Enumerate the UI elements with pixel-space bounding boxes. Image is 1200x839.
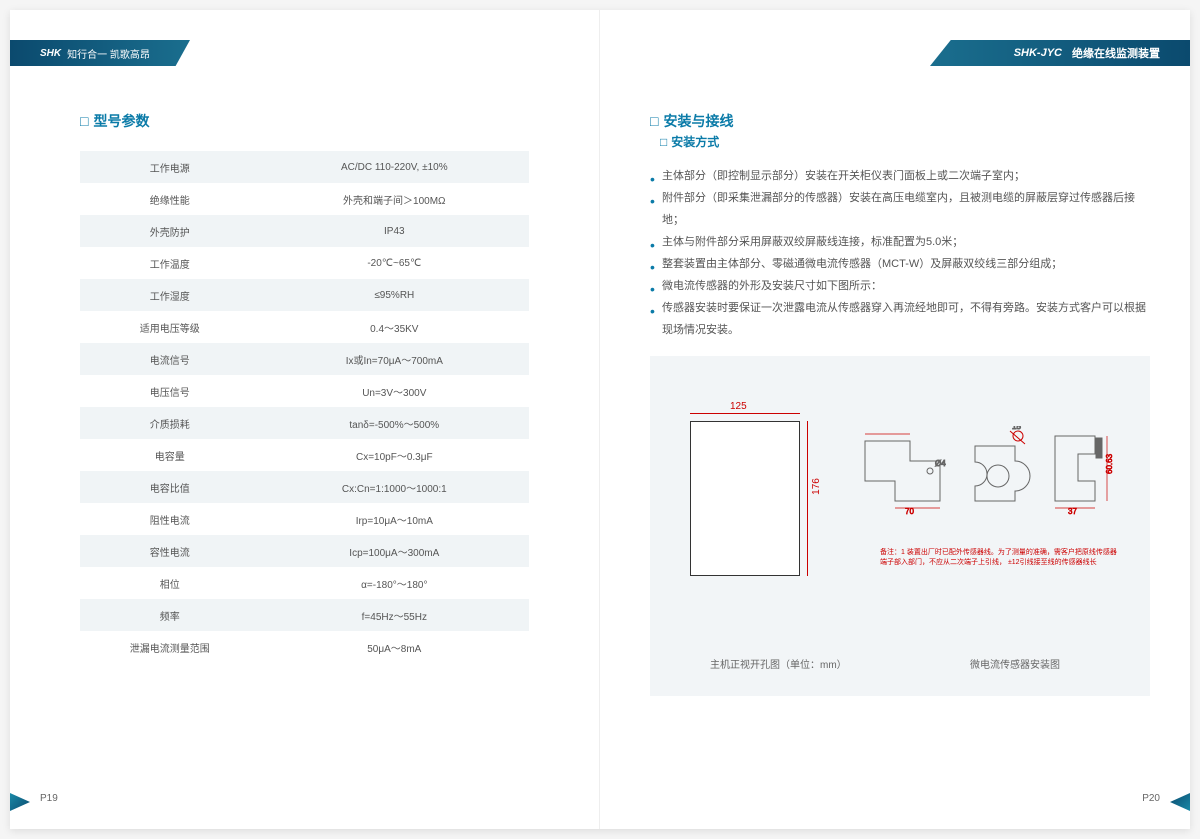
spec-value: Un=3V～300V bbox=[260, 375, 529, 407]
spec-row: 适用电压等级0.4～35KV bbox=[80, 311, 529, 343]
spec-table: 工作电源AC/DC 110-220V, ±10%绝缘性能外壳和端子间＞100MΩ… bbox=[80, 151, 529, 663]
sensor-diagram: Ø4 37 70 15 bbox=[860, 426, 1120, 536]
document-spread: SHK 知行合一 凯歌高昂 型号参数 工作电源AC/DC 110-220V, ±… bbox=[10, 10, 1190, 829]
footer-accent-icon bbox=[1170, 793, 1190, 811]
spec-label: 容性电流 bbox=[80, 535, 260, 567]
dim-height-label: 176 bbox=[811, 478, 822, 495]
spec-row: 阻性电流Irp=10μA～10mA bbox=[80, 503, 529, 535]
spec-row: 电流信号Ix或In=70μA～700mA bbox=[80, 343, 529, 375]
header-right: SHK-JYC 绝缘在线监测装置 bbox=[600, 40, 1190, 66]
spec-label: 电流信号 bbox=[80, 343, 260, 375]
spec-value: 外壳和端子间＞100MΩ bbox=[260, 183, 529, 215]
caption-host: 主机正视开孔图（单位：mm） bbox=[710, 656, 847, 671]
page-number-right: P20 bbox=[1142, 793, 1160, 804]
install-bullet: 传感器安装时要保证一次泄露电流从传感器穿入再流经地即可，不得有旁路。安装方式客户… bbox=[650, 297, 1150, 341]
spec-label: 频率 bbox=[80, 599, 260, 631]
spec-label: 适用电压等级 bbox=[80, 311, 260, 343]
spec-row: 工作湿度≤95%RH bbox=[80, 279, 529, 311]
sub-title-text: 安装方式 bbox=[671, 133, 719, 150]
spec-label: 泄漏电流测量范围 bbox=[80, 631, 260, 663]
page-right: SHK-JYC 绝缘在线监测装置 安装与接线 安装方式 主体部分（即控制显示部分… bbox=[600, 10, 1190, 829]
spec-row: 工作电源AC/DC 110-220V, ±10% bbox=[80, 151, 529, 183]
spec-value: tanδ=-500%～500% bbox=[260, 407, 529, 439]
spec-row: 电压信号Un=3V～300V bbox=[80, 375, 529, 407]
sub-title-method: 安装方式 bbox=[660, 133, 1190, 150]
footer-accent-icon bbox=[10, 793, 30, 811]
sensor-svg: Ø4 37 70 15 bbox=[860, 426, 1120, 536]
diagram-area: 125 176 Ø4 37 bbox=[650, 356, 1150, 696]
section-title-text: 型号参数 bbox=[93, 111, 149, 131]
spec-value: f=45Hz～55Hz bbox=[260, 599, 529, 631]
header-left: SHK 知行合一 凯歌高昂 bbox=[10, 40, 599, 66]
spec-value: 0.4～35KV bbox=[260, 311, 529, 343]
spec-value: -20℃~65℃ bbox=[260, 247, 529, 279]
spec-label: 工作温度 bbox=[80, 247, 260, 279]
dim-w2: 37 bbox=[1068, 507, 1077, 516]
spec-row: 工作温度-20℃~65℃ bbox=[80, 247, 529, 279]
host-cutout-diagram: 125 176 bbox=[690, 421, 800, 576]
spec-value: 50μA～8mA bbox=[260, 631, 529, 663]
dim-width-label: 125 bbox=[730, 401, 747, 412]
spec-value: α=-180°～180° bbox=[260, 567, 529, 599]
spec-label: 电容比值 bbox=[80, 471, 260, 503]
page-left: SHK 知行合一 凯歌高昂 型号参数 工作电源AC/DC 110-220V, ±… bbox=[10, 10, 600, 829]
spec-value: Ix或In=70μA～700mA bbox=[260, 343, 529, 375]
model-code: SHK-JYC bbox=[1014, 47, 1062, 59]
spec-row: 绝缘性能外壳和端子间＞100MΩ bbox=[80, 183, 529, 215]
spec-value: Irp=10μA～10mA bbox=[260, 503, 529, 535]
spec-label: 工作电源 bbox=[80, 151, 260, 183]
spec-value: Icp=100μA～300mA bbox=[260, 535, 529, 567]
spec-label: 相位 bbox=[80, 567, 260, 599]
spec-value: Cx:Cn=1:1000～1000:1 bbox=[260, 471, 529, 503]
install-bullet: 主体部分（即控制显示部分）安装在开关柜仪表门面板上或二次端子室内； bbox=[650, 165, 1150, 187]
dim-height-line bbox=[807, 421, 808, 576]
spec-value: ≤95%RH bbox=[260, 279, 529, 311]
caption-sensor: 微电流传感器安装图 bbox=[970, 656, 1060, 671]
model-title: 绝缘在线监测装置 bbox=[1072, 45, 1160, 61]
spec-value: AC/DC 110-220V, ±10% bbox=[260, 151, 529, 183]
spec-label: 电容量 bbox=[80, 439, 260, 471]
dim-w1: 70 bbox=[905, 507, 914, 516]
spec-label: 外壳防护 bbox=[80, 215, 260, 247]
host-cutout-rect bbox=[690, 421, 800, 576]
model-banner: SHK-JYC 绝缘在线监测装置 bbox=[930, 40, 1190, 66]
spec-row: 频率f=45Hz～55Hz bbox=[80, 599, 529, 631]
install-bullet: 微电流传感器的外形及安装尺寸如下图所示： bbox=[650, 275, 1150, 297]
spec-label: 阻性电流 bbox=[80, 503, 260, 535]
spec-row: 电容比值Cx:Cn=1:1000～1000:1 bbox=[80, 471, 529, 503]
spec-row: 相位α=-180°～180° bbox=[80, 567, 529, 599]
spec-value: Cx=10pF～0.3μF bbox=[260, 439, 529, 471]
brand-logo: SHK bbox=[40, 48, 61, 59]
install-bullet: 整套装置由主体部分、零磁通微电流传感器（MCT-W）及屏蔽双绞线三部分组成； bbox=[650, 253, 1150, 275]
spec-label: 介质损耗 bbox=[80, 407, 260, 439]
spec-row: 电容量Cx=10pF～0.3μF bbox=[80, 439, 529, 471]
spec-label: 绝缘性能 bbox=[80, 183, 260, 215]
brand-tagline: 知行合一 凯歌高昂 bbox=[67, 46, 150, 61]
dim-h2: 60.63 bbox=[1105, 453, 1114, 474]
spec-label: 工作湿度 bbox=[80, 279, 260, 311]
install-bullet: 主体与附件部分采用屏蔽双绞屏蔽线连接，标准配置为5.0米； bbox=[650, 231, 1150, 253]
section-title-install: 安装与接线 bbox=[650, 111, 1190, 131]
section-title-install-text: 安装与接线 bbox=[663, 111, 733, 131]
spec-row: 容性电流Icp=100μA～300mA bbox=[80, 535, 529, 567]
spec-row: 介质损耗tanδ=-500%～500% bbox=[80, 407, 529, 439]
spec-label: 电压信号 bbox=[80, 375, 260, 407]
spec-value: IP43 bbox=[260, 215, 529, 247]
spec-row: 外壳防护IP43 bbox=[80, 215, 529, 247]
dim-gap: 15 bbox=[1012, 426, 1021, 431]
section-title-specs: 型号参数 bbox=[80, 111, 599, 131]
brand-banner: SHK 知行合一 凯歌高昂 bbox=[10, 40, 190, 66]
sensor-note: 备注：1 装置出厂时已配外传感器线。为了测量的准确，需客户把原线传感器端子部入部… bbox=[880, 548, 1120, 568]
page-number-left: P19 bbox=[40, 793, 58, 804]
install-bullet: 附件部分（即采集泄漏部分的传感器）安装在高压电缆室内，且被测电缆的屏蔽层穿过传感… bbox=[650, 187, 1150, 231]
spec-row: 泄漏电流测量范围50μA～8mA bbox=[80, 631, 529, 663]
install-bullet-list: 主体部分（即控制显示部分）安装在开关柜仪表门面板上或二次端子室内；附件部分（即采… bbox=[650, 165, 1150, 341]
dim-d: Ø4 bbox=[935, 459, 946, 468]
dim-width-line bbox=[690, 413, 800, 414]
